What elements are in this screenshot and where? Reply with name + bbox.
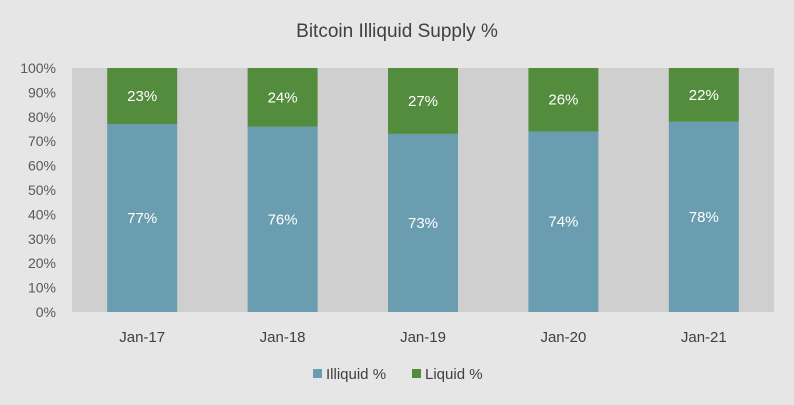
legend-swatch-liquid — [412, 369, 421, 378]
data-label-liquid: 26% — [548, 92, 578, 109]
bar-illiquid — [107, 124, 178, 313]
data-label-illiquid: 73% — [408, 215, 438, 232]
bar-illiquid — [388, 133, 458, 312]
bar-liquid — [388, 68, 458, 134]
y-tick-label: 10% — [28, 280, 56, 296]
data-label-illiquid: 77% — [127, 210, 157, 227]
x-tick-label: Jan-21 — [681, 329, 727, 346]
bar-liquid — [107, 68, 178, 125]
data-label-liquid: 27% — [408, 93, 438, 110]
y-tick-label: 50% — [28, 182, 56, 198]
y-tick-label: 70% — [28, 133, 56, 149]
data-label-liquid: 23% — [127, 88, 157, 105]
y-tick-label: 60% — [28, 158, 56, 174]
y-tick-label: 90% — [28, 84, 56, 100]
legend: Illiquid % Liquid % — [313, 366, 483, 383]
bar-liquid — [247, 68, 318, 127]
legend-label-liquid: Liquid % — [425, 366, 483, 383]
x-tick-label: Jan-19 — [400, 329, 446, 346]
bars-group: 77% 23% 76% 24% 73% 27% 74% 26% 78% 22% — [107, 68, 739, 313]
y-tick-label: 100% — [20, 60, 56, 76]
data-label-illiquid: 74% — [548, 214, 578, 231]
data-label-liquid: 24% — [268, 89, 298, 106]
legend-swatch-illiquid — [313, 369, 322, 378]
y-tick-label: 30% — [28, 231, 56, 247]
legend-label-illiquid: Illiquid % — [326, 366, 386, 383]
x-tick-label: Jan-18 — [260, 329, 306, 346]
y-tick-label: 40% — [28, 206, 56, 222]
y-tick-label: 20% — [28, 255, 56, 271]
y-tick-label: 0% — [36, 304, 56, 320]
y-axis: 0% 10% 20% 30% 40% 50% 60% 70% 80% 90% 100% — [20, 60, 56, 320]
x-tick-label: Jan-17 — [119, 329, 165, 346]
bar-illiquid — [247, 126, 318, 312]
data-label-illiquid: 78% — [689, 209, 719, 226]
chart-title: Bitcoin Illiquid Supply % — [296, 21, 498, 42]
x-tick-label: Jan-20 — [540, 329, 586, 346]
bar-liquid — [528, 68, 599, 132]
y-tick-label: 80% — [28, 109, 56, 125]
bar-illiquid — [668, 121, 739, 313]
bar-illiquid — [528, 131, 599, 312]
data-label-liquid: 22% — [689, 87, 719, 104]
bar-liquid — [668, 68, 739, 122]
x-axis: Jan-17 Jan-18 Jan-19 Jan-20 Jan-21 — [119, 329, 726, 346]
data-label-illiquid: 76% — [268, 211, 298, 228]
